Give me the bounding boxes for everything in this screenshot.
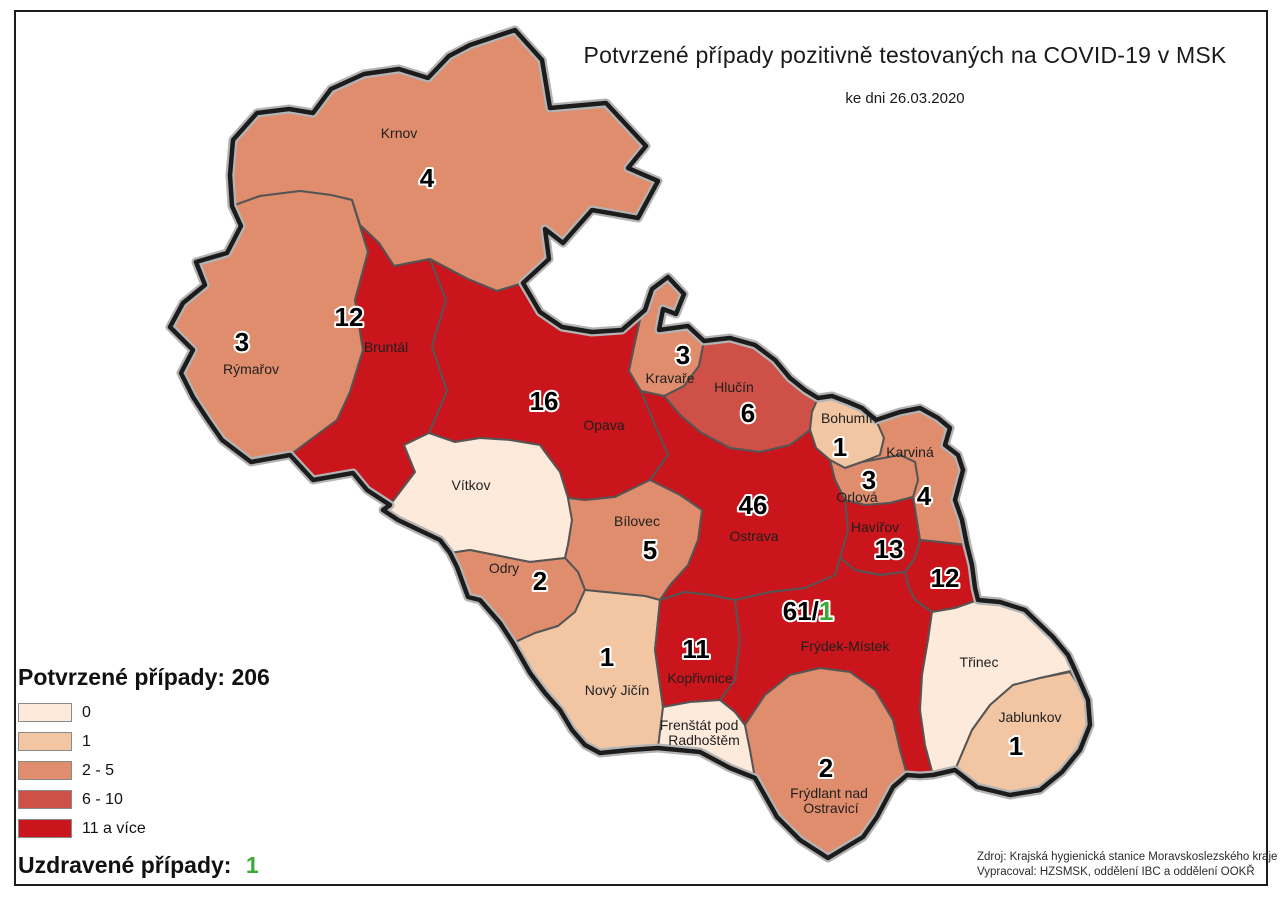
legend-confirmed-label: Potvrzené případy: — [18, 664, 226, 690]
source-attribution: Zdroj: Krajská hygienická stanice Moravs… — [977, 850, 1277, 880]
region-vitkov-label: Vítkov — [452, 477, 491, 493]
region-kravare-cases: 3 — [676, 340, 690, 370]
region-jablunkov-cases: 1 — [1009, 731, 1023, 761]
region-rymarov-label: Rýmařov — [223, 361, 279, 377]
region-kravare-label: Kravaře — [645, 370, 694, 386]
legend-label-2: 2 - 5 — [82, 761, 115, 779]
region-krnov-cases: 4 — [420, 163, 435, 193]
region-koprivnice-cases: 11 — [682, 634, 710, 664]
region-havirov-cases: 13 — [875, 534, 904, 564]
region-bruntal-label: Bruntál — [364, 339, 408, 355]
legend-row-2: 2 - 5 — [18, 761, 318, 780]
region-orlova-label: Orlová — [836, 489, 877, 505]
region-cesky-tesin-cases: 12 — [931, 563, 960, 593]
region-havirov-label: Havířov — [851, 519, 899, 535]
region-trinec-label: Třinec — [960, 654, 999, 670]
legend-label-3: 6 - 10 — [82, 790, 123, 808]
source-line-1: Zdroj: Krajská hygienická stanice Moravs… — [977, 851, 1278, 863]
region-bohumin-cases: 1 — [833, 432, 847, 462]
legend-swatch-2 — [18, 761, 72, 780]
region-bohumin-label: Bohumín — [821, 410, 877, 426]
legend-confirmed-title: Potvrzené případy: 206 — [18, 664, 318, 691]
region-hlucin-cases: 6 — [741, 398, 755, 428]
legend-recovered-title: Uzdravené případy: 1 — [18, 852, 318, 879]
legend-swatch-3 — [18, 790, 72, 809]
region-ostrava-label: Ostrava — [729, 528, 778, 544]
region-opava-label: Opava — [583, 417, 624, 433]
source-line-2: Vypracoval: HZSMSK, oddělení IBC a odděl… — [977, 865, 1255, 878]
legend-swatch-1 — [18, 732, 72, 751]
page-subtitle: ke dni 26.03.2020 — [845, 90, 965, 107]
legend-label-4: 11 a více — [82, 819, 146, 837]
legend-swatch-0 — [18, 703, 72, 722]
region-frydek-mistek-cases: 61/1 — [783, 596, 834, 626]
region-novy-jicin-cases: 1 — [600, 642, 614, 672]
region-ostrava-cases: 46 — [739, 490, 768, 520]
region-bilovec — [564, 479, 703, 601]
region-opava-cases: 16 — [530, 386, 559, 416]
region-frenstat-label: Frenštát pod Radhoštěm — [660, 717, 743, 748]
region-karvina-label: Karviná — [886, 444, 934, 460]
legend-row-1: 1 — [18, 732, 318, 751]
region-krnov-label: Krnov — [381, 125, 418, 141]
legend: Potvrzené případy: 206 0 1 2 - 5 6 - 10 — [18, 664, 318, 879]
legend-confirmed-value: 206 — [231, 664, 270, 690]
region-odry-label: Odry — [489, 560, 519, 576]
recovered-count: 1 — [819, 596, 833, 626]
legend-swatch-4 — [18, 819, 72, 838]
region-frydlant-cases: 2 — [819, 753, 833, 783]
page-title: Potvrzené případy pozitivně testovaných … — [583, 42, 1227, 68]
legend-label-1: 1 — [82, 732, 91, 750]
region-koprivnice-label: Kopřivnice — [667, 670, 733, 686]
region-rymarov-cases: 3 — [235, 327, 249, 357]
legend-recovered-label: Uzdravené případy: — [18, 852, 232, 878]
region-frydek-mistek-label: Frýdek-Místek — [801, 638, 891, 654]
legend-recovered-value: 1 — [245, 852, 259, 878]
legend-row-3: 6 - 10 — [18, 790, 318, 809]
legend-row-0: 0 — [18, 703, 318, 722]
legend-label-0: 0 — [82, 703, 91, 721]
region-vitkov — [382, 432, 573, 563]
region-jablunkov-label: Jablunkov — [998, 709, 1061, 725]
region-orlova-cases: 3 — [862, 465, 876, 495]
legend-row-4: 11 a více — [18, 819, 318, 838]
region-novy-jicin-label: Nový Jičín — [585, 682, 650, 698]
region-bruntal-cases: 12 — [335, 302, 364, 332]
region-frydlant-label: Frýdlant nad Ostravicí — [790, 785, 872, 816]
region-odry-cases: 2 — [533, 566, 547, 596]
region-karvina-cases: 4 — [917, 481, 932, 511]
region-bilovec-cases: 5 — [643, 535, 657, 565]
region-bilovec-label: Bílovec — [614, 513, 660, 529]
region-outline — [167, 27, 1093, 861]
region-hlucin-label: Hlučín — [714, 379, 754, 395]
